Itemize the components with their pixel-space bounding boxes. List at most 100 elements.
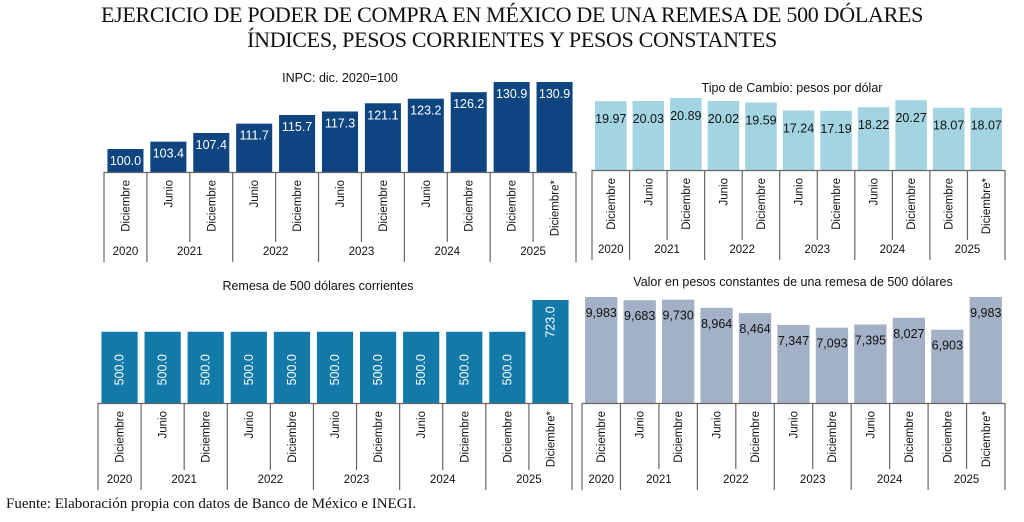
data-label: 18.07 (933, 119, 964, 133)
year-label: 2024 (877, 474, 903, 486)
data-label: 500.0 (242, 354, 256, 385)
bar (359, 331, 397, 403)
bar (707, 100, 740, 170)
year-label: 2024 (880, 244, 906, 256)
bar (700, 307, 733, 403)
data-label: 111.7 (239, 129, 268, 143)
category-label: Junio (163, 180, 175, 208)
data-label: 103.4 (153, 147, 184, 161)
data-label: 19.59 (745, 113, 776, 127)
data-label: 18.22 (858, 118, 889, 132)
category-label: Junio (789, 411, 801, 439)
bar (144, 331, 181, 403)
chart-title: Valor en pesos constantes de una remesa … (633, 275, 952, 289)
category-label: Junio (865, 411, 877, 439)
year-label: 2021 (171, 474, 197, 486)
category-label: Diciembre* (981, 410, 993, 467)
category-label: Junio (330, 411, 342, 439)
bar (279, 114, 316, 172)
category-label: Junio (158, 411, 170, 439)
data-label: 500.0 (156, 354, 170, 385)
bar (895, 100, 927, 170)
bar (403, 331, 440, 403)
category-label: Diciembre* (981, 177, 993, 234)
bar (585, 297, 618, 403)
bar (450, 92, 487, 172)
year-label: 2023 (804, 244, 830, 256)
bar (738, 313, 772, 403)
category-label: Diciembre (942, 411, 954, 463)
data-label: 123.2 (410, 104, 441, 118)
data-label: 20.27 (895, 111, 926, 125)
data-label: 500.0 (500, 354, 514, 385)
category-label: Diciembre (827, 411, 839, 463)
year-label: 2022 (723, 474, 749, 486)
bar (969, 297, 1002, 403)
year-label: 2024 (434, 246, 460, 258)
data-label: 126.2 (453, 97, 484, 111)
data-label: 107.4 (196, 138, 227, 152)
category-label: Junio (643, 178, 655, 206)
bar (932, 107, 965, 170)
bar (931, 329, 964, 403)
data-label: 7,395 (855, 333, 886, 347)
data-label: 8,964 (701, 317, 732, 331)
bar (193, 132, 230, 172)
year-label: 2021 (654, 244, 680, 256)
bar (595, 101, 627, 170)
category-label: Junio (421, 180, 433, 208)
year-label: 2025 (954, 474, 980, 486)
data-label: 500.0 (285, 354, 299, 385)
category-label: Diciembre (750, 411, 762, 463)
data-label: 6,903 (932, 339, 963, 353)
bar (489, 331, 526, 403)
category-label: Diciembre (606, 178, 618, 230)
year-label: 2022 (263, 246, 289, 258)
data-label: 100.0 (110, 154, 141, 168)
data-label: 117.3 (325, 116, 355, 130)
category-label: Diciembre (944, 178, 956, 230)
bar (623, 300, 656, 403)
category-label: Diciembre (681, 178, 693, 230)
source-note: Fuente: Elaboración propia con datos de … (6, 496, 417, 512)
bar (815, 327, 849, 403)
year-label: 2023 (800, 474, 826, 486)
year-label: 2025 (516, 474, 542, 486)
bar (661, 299, 695, 403)
main-title-line1: EJERCICIO DE PODER DE COMPRA EN MÉXICO D… (100, 2, 924, 27)
year-label: 2023 (344, 474, 370, 486)
data-label: 18.07 (971, 119, 1002, 133)
year-label: 2020 (107, 474, 133, 486)
data-label: 500.0 (371, 354, 385, 385)
bar (273, 331, 311, 403)
data-label: 7,093 (816, 337, 847, 351)
data-label: 500.0 (328, 354, 342, 385)
category-label: Diciembre* (545, 410, 557, 467)
data-label: 20.03 (633, 112, 664, 126)
category-label: Junio (416, 411, 428, 439)
data-label: 9,983 (586, 306, 617, 320)
category-label: Junio (635, 411, 647, 439)
category-label: Diciembre (292, 180, 304, 232)
data-label: 9,983 (970, 306, 1001, 320)
category-label: Diciembre (831, 178, 843, 230)
year-label: 2022 (258, 474, 284, 486)
bar (321, 111, 359, 172)
main-title-line2: ÍNDICES, PESOS CORRIENTES Y PESOS CONSTA… (247, 27, 777, 52)
bar (187, 331, 224, 403)
category-label: Diciembre (378, 180, 390, 232)
data-label: 9,730 (662, 309, 693, 323)
bar (777, 324, 810, 403)
category-label: Diciembre (373, 411, 385, 463)
bar (107, 149, 144, 172)
bar (236, 123, 273, 172)
year-label: 2020 (588, 474, 614, 486)
data-label: 500.0 (457, 354, 471, 385)
bar (632, 100, 665, 170)
bar (820, 110, 852, 170)
data-label: 500.0 (414, 354, 428, 385)
category-label: Diciembre (596, 411, 608, 463)
data-label: 8,027 (893, 327, 924, 341)
